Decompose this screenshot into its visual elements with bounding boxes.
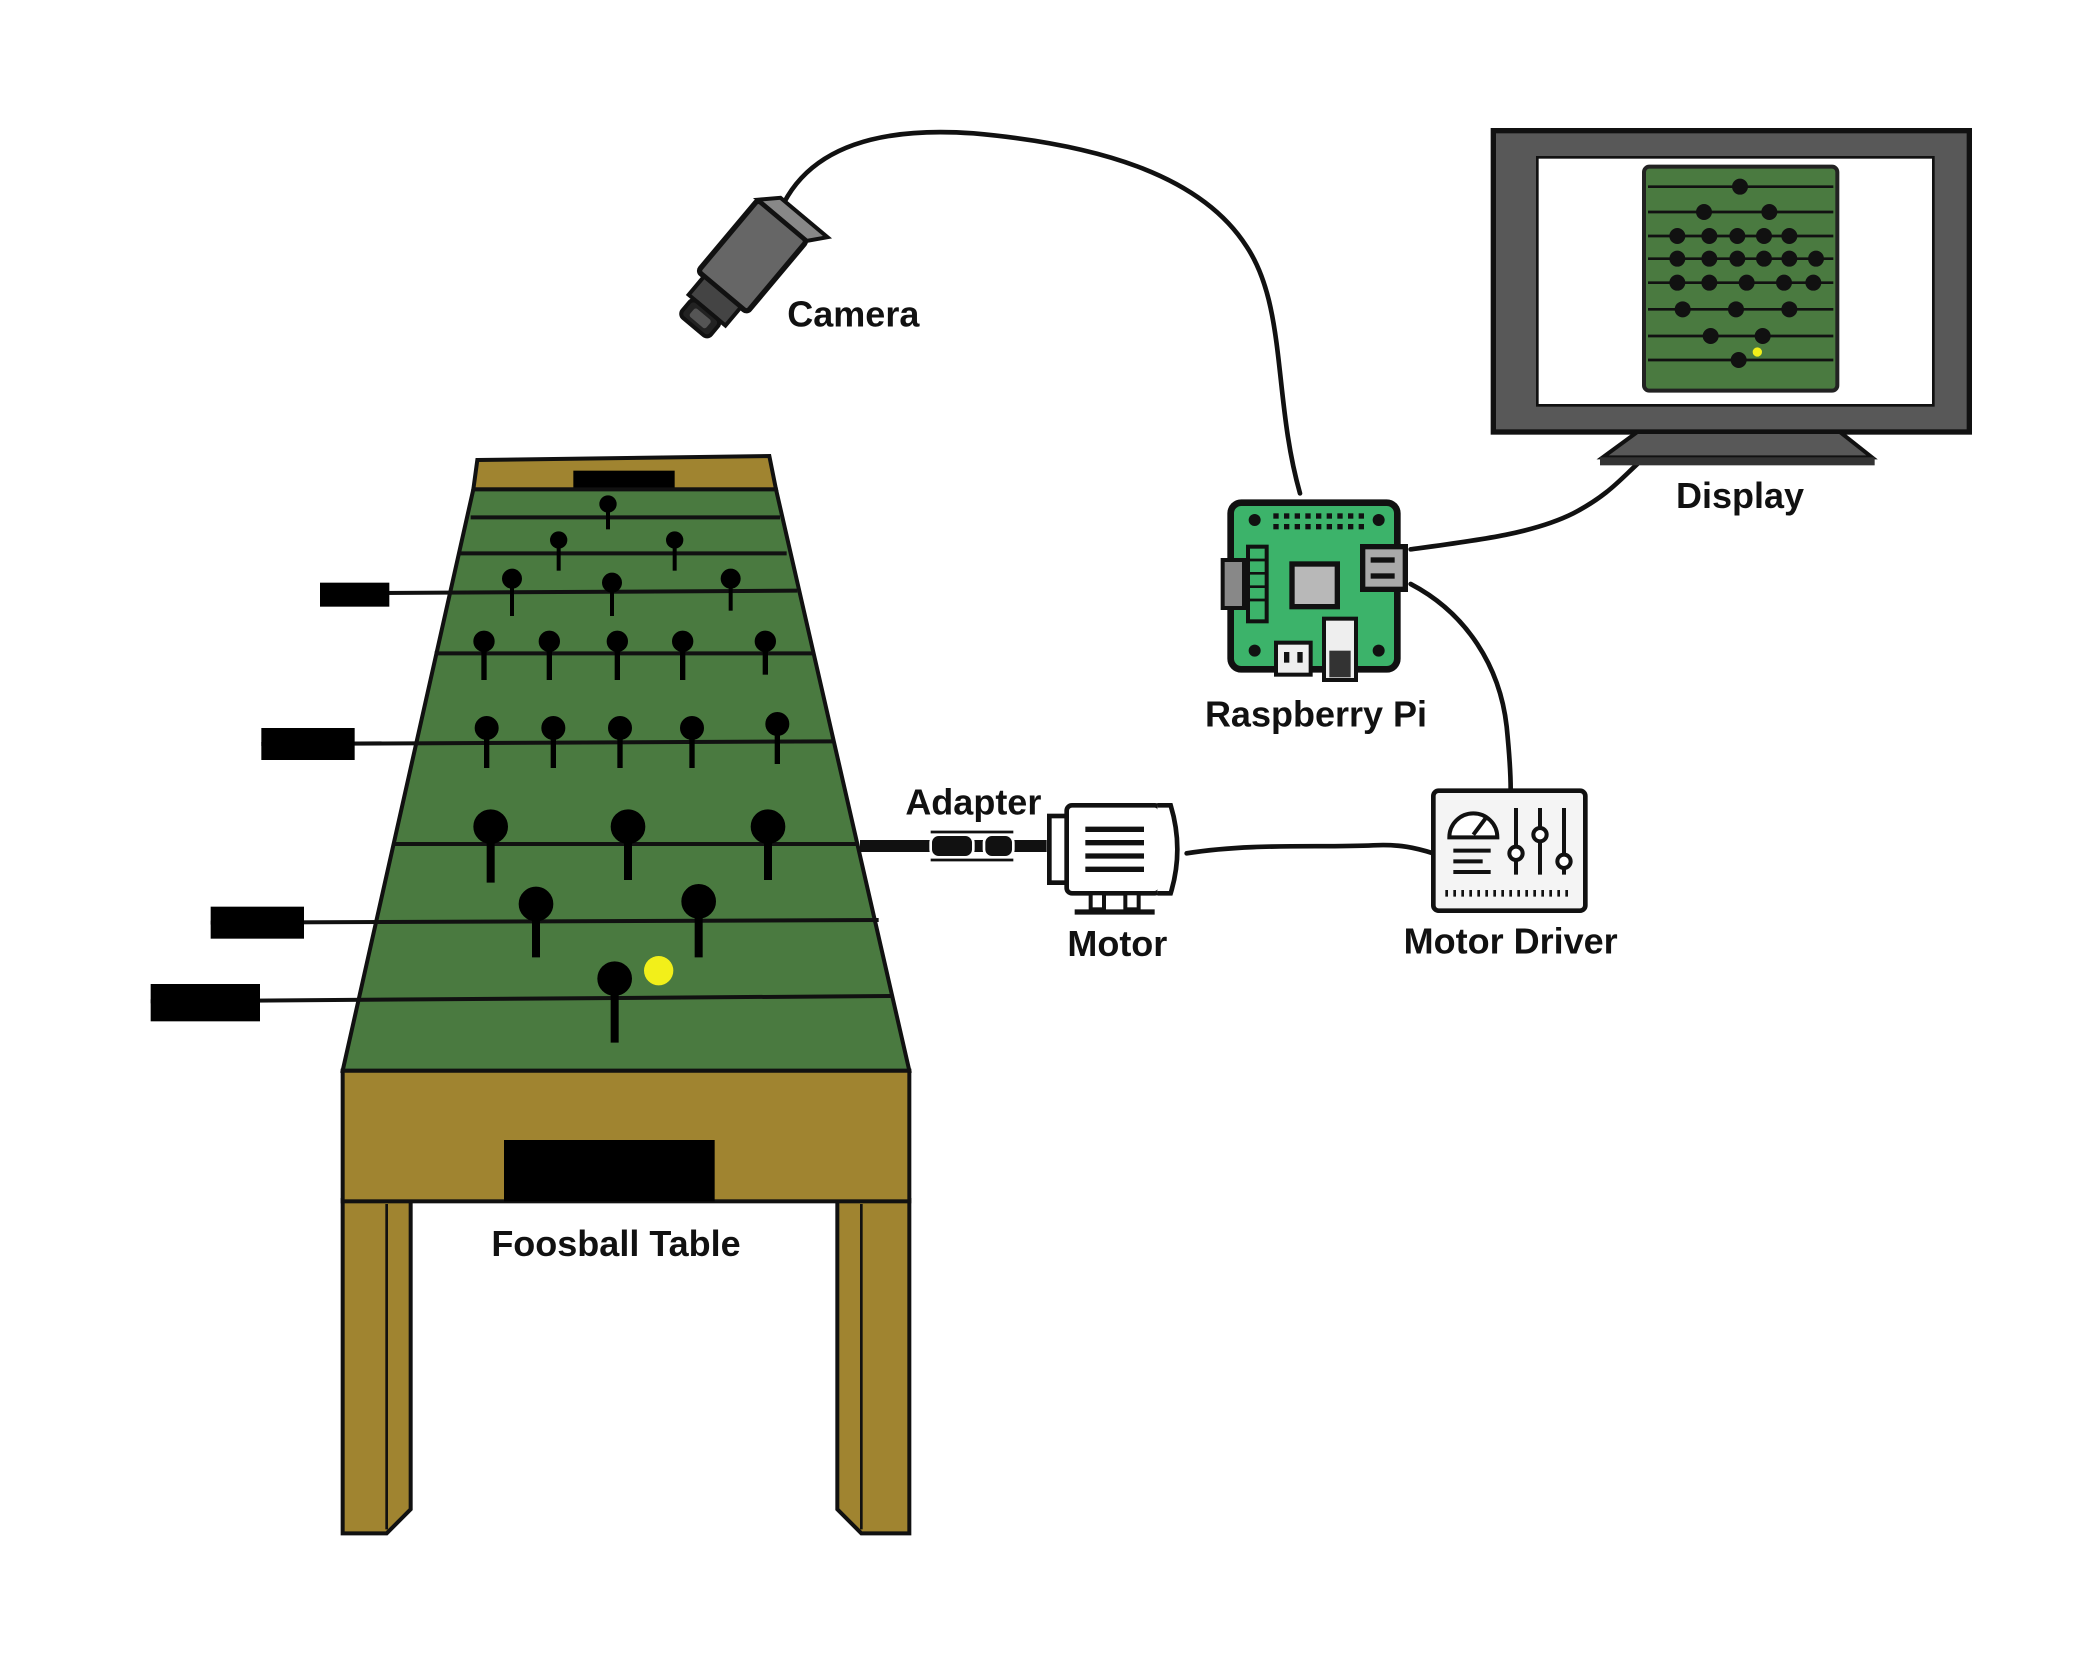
display-label: Display [1676, 475, 1804, 516]
adapter-label: Adapter [905, 782, 1041, 823]
far-goal-slot [573, 470, 675, 488]
camera-icon [679, 195, 833, 339]
foosball-table-label: Foosball Table [491, 1223, 740, 1264]
foosball-ball [644, 956, 674, 986]
table-handles [150, 582, 390, 1022]
front-goal-slot [504, 1140, 715, 1202]
motor-driver-label: Motor Driver [1404, 920, 1618, 961]
table-leg-left [340, 1198, 413, 1536]
control-panel-icon [1431, 788, 1588, 913]
screen-field [1641, 164, 1840, 393]
motor-to-driver-cable [1184, 842, 1436, 856]
monitor-icon [1490, 128, 1972, 466]
pi-to-display-cable [1408, 461, 1640, 552]
cables [781, 129, 1640, 856]
electric-motor-icon [1046, 802, 1180, 915]
shaft-coupler-icon [860, 830, 1047, 862]
screen-ball [1752, 347, 1762, 357]
raspberry-pi-label: Raspberry Pi [1205, 694, 1427, 735]
motor-label: Motor [1067, 923, 1167, 964]
foosball-table-icon [150, 453, 912, 1536]
table-leg-right [835, 1198, 912, 1536]
camera-to-pi-cable [781, 129, 1303, 496]
circuit-board-icon [1220, 499, 1408, 682]
camera-label: Camera [787, 294, 920, 335]
table-players [473, 495, 790, 1043]
pi-to-driver-cable [1408, 581, 1513, 792]
